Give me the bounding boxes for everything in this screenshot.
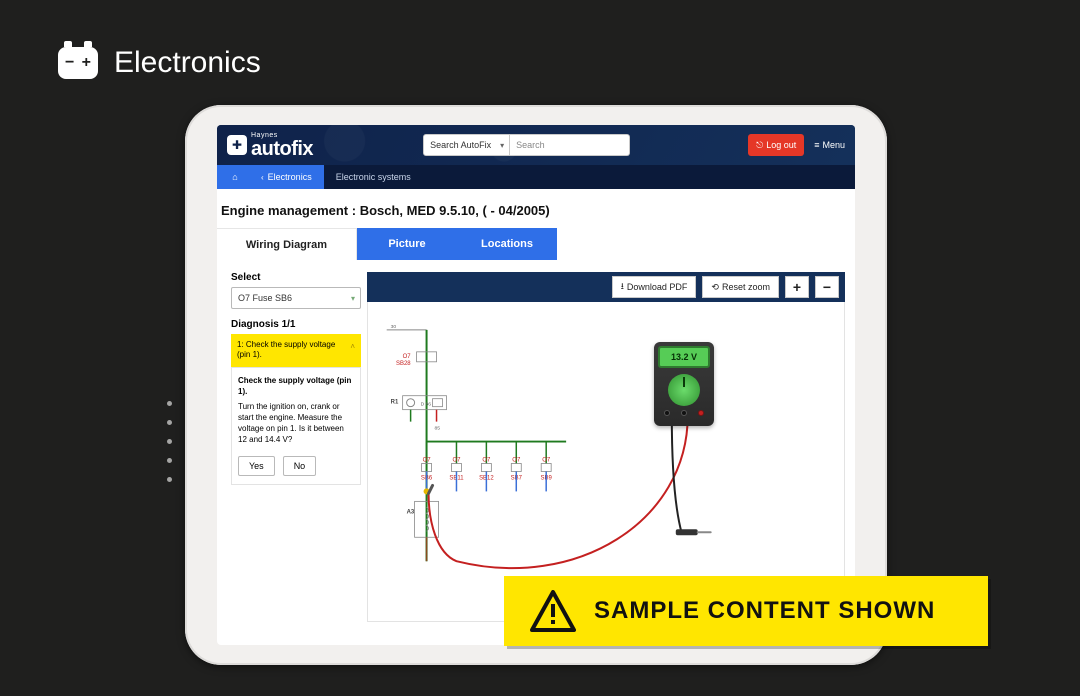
menu-label: Menu [822,140,845,150]
logout-button[interactable]: ⎋ Log out [748,134,804,156]
svg-text:O7: O7 [423,458,432,464]
page-heading: − + Electronics [58,46,261,80]
reset-icon: ⟲ [711,282,719,293]
svg-text:O7: O7 [512,458,521,464]
diagnosis-step-header[interactable]: 1: Check the supply voltage (pin 1). ˄ [231,334,361,367]
multimeter-ports [658,410,710,416]
sample-content-banner: SAMPLE CONTENT SHOWN [504,576,988,646]
svg-text:O7: O7 [452,458,461,464]
search-scope-dropdown[interactable]: Search AutoFix ▾ [423,134,510,156]
app-logo[interactable]: ✚ Haynes autofix [227,132,313,159]
logo-big: autofix [251,139,313,159]
home-icon: ⌂ [232,172,237,182]
svg-text:SB28: SB28 [396,361,411,367]
banner-text: SAMPLE CONTENT SHOWN [594,597,935,625]
component-select[interactable]: O7 Fuse SB6 ▾ [231,287,361,309]
svg-text:O7: O7 [542,458,551,464]
svg-text:O7: O7 [403,354,412,360]
tabs: Wiring Diagram Picture Locations [217,228,855,260]
svg-text:R1: R1 [391,400,399,406]
chevron-down-icon: ▾ [351,294,355,303]
tab-wiring-diagram[interactable]: Wiring Diagram [217,228,357,260]
warning-icon [530,590,576,632]
step-title: Check the supply voltage (pin 1). [238,376,354,398]
svg-text:85: 85 [435,426,441,432]
multimeter-reading: 13.2 V [658,346,710,368]
svg-text:O7: O7 [482,458,491,464]
wiring-diagram-svg: 30O7SB28R1D 8685O7SB6O7SB11O7SB12O7SB7O7… [368,302,844,621]
wiring-diagram-canvas[interactable]: 30O7SB28R1D 8685O7SB6O7SB11O7SB12O7SB7O7… [367,302,845,622]
hamburger-icon: ≡ [814,140,819,150]
chevron-up-icon: ˄ [350,342,355,352]
app-screen: ✚ Haynes autofix Search AutoFix ▾ Search… [217,125,855,645]
svg-text:D 86: D 86 [421,402,432,408]
no-button[interactable]: No [283,456,317,476]
content: Engine management : Bosch, MED 9.5.10, (… [217,189,855,622]
diagram-panel: ⭳ Download PDF ⟲ Reset zoom + − [367,272,855,622]
page-title: Engine management : Bosch, MED 9.5.10, (… [217,203,855,228]
yes-button[interactable]: Yes [238,456,275,476]
reset-zoom-button[interactable]: ⟲ Reset zoom [702,276,779,298]
step-text: Turn the ignition on, crank or start the… [238,402,344,443]
multimeter-dial [668,374,700,406]
zoom-out-button[interactable]: − [815,276,839,298]
svg-text:30: 30 [391,324,397,330]
svg-text:A3: A3 [407,509,415,515]
side-panel: Select O7 Fuse SB6 ▾ Diagnosis 1/1 1: Ch… [217,272,367,485]
tab-picture[interactable]: Picture [357,228,457,260]
breadcrumb-back-label: Electronics [268,172,312,182]
search: Search AutoFix ▾ Search [423,134,630,156]
logo-mark-icon: ✚ [227,135,247,155]
breadcrumb-current: Electronic systems [324,165,423,189]
app-header: ✚ Haynes autofix Search AutoFix ▾ Search… [217,125,855,165]
heading-text: Electronics [114,46,261,80]
select-value: O7 Fuse SB6 [238,293,292,303]
breadcrumb: ⌂ ‹ Electronics Electronic systems [217,165,855,189]
search-placeholder: Search [516,140,545,150]
chevron-down-icon: ▾ [500,141,504,150]
breadcrumb-back[interactable]: ‹ Electronics [253,165,324,189]
chevron-left-icon: ‹ [261,173,264,182]
search-input[interactable]: Search [510,134,630,156]
diagram-toolbar: ⭳ Download PDF ⟲ Reset zoom + − [367,272,845,302]
search-scope-label: Search AutoFix [430,140,491,150]
user-icon: ⎋ [756,140,763,151]
multimeter: 13.2 V [654,342,714,426]
battery-icon: − + [58,47,98,79]
select-label: Select [231,272,361,283]
diagnosis-label: Diagnosis 1/1 [231,319,361,330]
tablet-side-dots [167,401,172,482]
logout-label: Log out [766,140,796,150]
breadcrumb-home[interactable]: ⌂ [217,165,253,189]
menu-button[interactable]: ≡ Menu [814,134,845,156]
diagnosis-step-body: Check the supply voltage (pin 1). Turn t… [231,367,361,485]
download-pdf-button[interactable]: ⭳ Download PDF [612,276,697,298]
download-icon: ⭳ [621,279,624,295]
zoom-in-button[interactable]: + [785,276,809,298]
tab-locations[interactable]: Locations [457,228,557,260]
